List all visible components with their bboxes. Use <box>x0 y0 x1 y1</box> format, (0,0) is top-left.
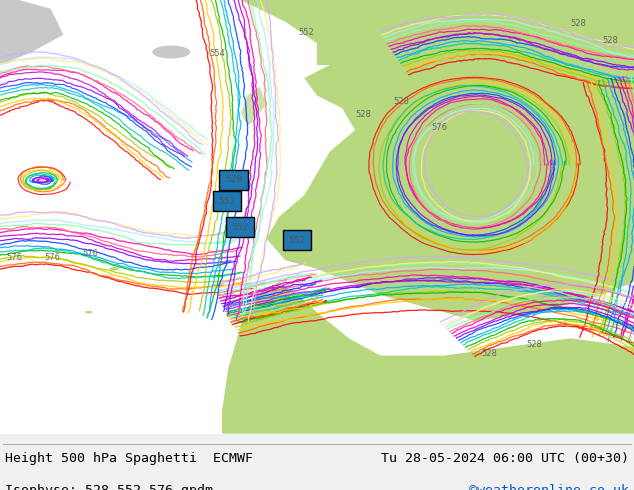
Text: Height 500 hPa Spaghetti  ECMWF: Height 500 hPa Spaghetti ECMWF <box>5 452 253 465</box>
Text: 552: 552 <box>231 223 249 232</box>
Text: 528: 528 <box>355 110 371 119</box>
Ellipse shape <box>85 311 93 314</box>
Polygon shape <box>0 0 63 65</box>
Text: 528: 528 <box>571 19 586 28</box>
Text: ©weatheronline.co.uk: ©weatheronline.co.uk <box>469 484 629 490</box>
Text: 576: 576 <box>44 253 60 262</box>
Ellipse shape <box>152 46 190 58</box>
Polygon shape <box>222 282 634 434</box>
Text: 576: 576 <box>82 249 98 258</box>
Text: 528: 528 <box>482 348 498 358</box>
Polygon shape <box>241 87 266 126</box>
Text: 576: 576 <box>6 253 22 262</box>
Text: 528: 528 <box>393 97 409 106</box>
Ellipse shape <box>109 267 119 270</box>
Text: Isophyse: 528 552 576 gpdm: Isophyse: 528 552 576 gpdm <box>5 484 213 490</box>
Text: 576: 576 <box>431 123 447 132</box>
Text: 528: 528 <box>526 340 542 349</box>
Text: 554: 554 <box>209 49 225 58</box>
Text: 528: 528 <box>602 36 618 46</box>
Text: Tu 28-05-2024 06:00 UTC (00+30): Tu 28-05-2024 06:00 UTC (00+30) <box>381 452 629 465</box>
Text: 552: 552 <box>219 197 236 206</box>
Polygon shape <box>317 9 355 65</box>
Text: 528: 528 <box>225 175 242 184</box>
Polygon shape <box>241 0 634 321</box>
Text: 552: 552 <box>288 236 306 245</box>
Text: 552: 552 <box>298 28 314 37</box>
